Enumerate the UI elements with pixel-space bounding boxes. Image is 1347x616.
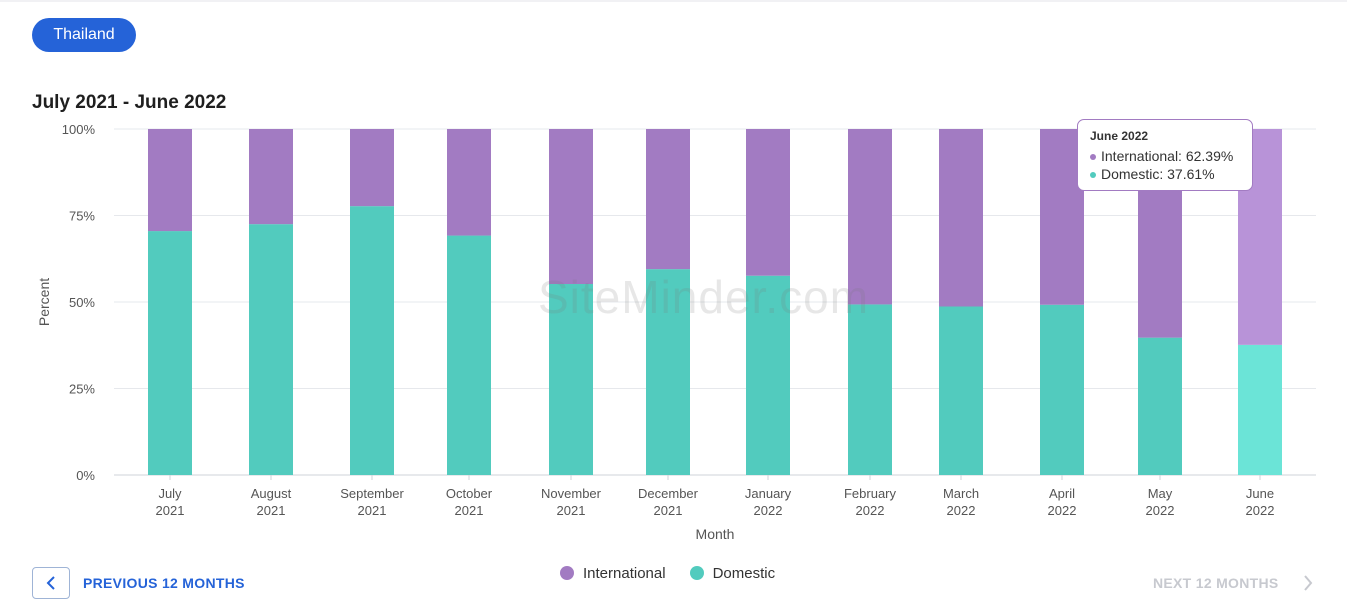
bar-domestic <box>350 206 394 475</box>
x-tick-label-month: October <box>446 486 493 501</box>
chevron-right-icon[interactable] <box>1300 573 1316 593</box>
x-tick-label-month: January <box>745 486 792 501</box>
tooltip-title: June 2022 <box>1090 129 1149 143</box>
x-tick-label-month: February <box>844 486 897 501</box>
x-axis-title: Month <box>696 526 735 542</box>
x-tick-label-month: September <box>340 486 404 501</box>
bar-international <box>350 129 394 207</box>
x-tick-label-year: 2021 <box>156 503 185 518</box>
bar-domestic <box>746 275 790 475</box>
x-tick-label-year: 2021 <box>358 503 387 518</box>
x-tick-label-year: 2022 <box>1146 503 1175 518</box>
y-tick-label: 50% <box>69 295 95 310</box>
bar-domestic <box>939 306 983 475</box>
bar-international <box>939 129 983 307</box>
x-tick-label-year: 2022 <box>856 503 885 518</box>
chart-period-title: July 2021 - June 2022 <box>32 92 227 113</box>
bar-domestic <box>1238 344 1282 475</box>
tooltip-domestic-value: Domestic: 37.61% <box>1101 166 1215 182</box>
tooltip-domestic-dot <box>1090 172 1096 179</box>
x-tick-label-year: 2022 <box>1246 503 1275 518</box>
x-tick-label-year: 2022 <box>1048 503 1077 518</box>
top-divider <box>0 0 1347 2</box>
x-tick-label-month: May <box>1148 486 1173 501</box>
y-tick-label: 25% <box>69 382 95 397</box>
next-months-link[interactable]: NEXT 12 MONTHS <box>1153 575 1279 591</box>
bar-international <box>148 129 192 232</box>
tooltip-row-international: International: 62.39% <box>1090 147 1240 165</box>
bar-international <box>746 129 790 276</box>
bar-domestic <box>447 235 491 475</box>
x-tick-label-month: November <box>541 486 602 501</box>
chart-tooltip: June 2022 International: 62.39% Domestic… <box>1077 119 1253 191</box>
y-axis-title: Percent <box>36 278 52 326</box>
legend-item-domestic[interactable]: Domestic <box>689 564 776 582</box>
chevron-left-icon <box>46 576 55 590</box>
x-tick-label-month: August <box>251 486 292 501</box>
bar-domestic <box>1040 304 1084 475</box>
bar-domestic <box>249 224 293 475</box>
bar-international <box>447 129 491 236</box>
x-tick-label-month: June <box>1246 486 1274 501</box>
bar-international <box>549 129 593 285</box>
tooltip-international-value: International: 62.39% <box>1101 148 1234 164</box>
chart-legend: International Domestic <box>560 562 799 584</box>
tooltip-row-domestic: Domestic: 37.61% <box>1090 165 1240 183</box>
x-tick-label-month: December <box>638 486 699 501</box>
x-tick-label-year: 2021 <box>257 503 286 518</box>
x-tick-label-year: 2021 <box>654 503 683 518</box>
legend-swatch-international <box>560 566 574 580</box>
y-tick-label: 0% <box>76 468 95 483</box>
bar-domestic <box>148 231 192 475</box>
legend-item-international[interactable]: International <box>560 565 666 582</box>
legend-label-domestic: Domestic <box>712 564 776 582</box>
x-tick-label-year: 2021 <box>557 503 586 518</box>
bar-domestic <box>1138 337 1182 475</box>
x-tick-label-month: April <box>1049 486 1075 501</box>
legend-label-international: International <box>583 564 666 582</box>
bar-international <box>1040 129 1084 305</box>
y-tick-label: 100% <box>62 122 96 137</box>
legend-swatch-domestic <box>689 566 704 580</box>
x-tick-label-year: 2022 <box>947 503 976 518</box>
x-tick-label-month: July <box>158 486 182 501</box>
tooltip-international-dot <box>1090 154 1096 161</box>
x-tick-label-month: March <box>943 486 979 501</box>
bar-international <box>646 129 690 270</box>
bar-international <box>848 129 892 305</box>
bar-domestic <box>646 269 690 475</box>
bar-international <box>249 129 293 225</box>
y-tick-label: 75% <box>69 209 95 224</box>
x-tick-label-year: 2021 <box>455 503 484 518</box>
bar-domestic <box>848 304 892 475</box>
previous-months-link[interactable]: PREVIOUS 12 MONTHS <box>83 575 245 591</box>
x-tick-label-year: 2022 <box>754 503 783 518</box>
country-selector-button[interactable]: Thailand <box>32 18 136 52</box>
previous-months-button[interactable] <box>32 567 70 599</box>
bar-domestic <box>549 284 593 475</box>
